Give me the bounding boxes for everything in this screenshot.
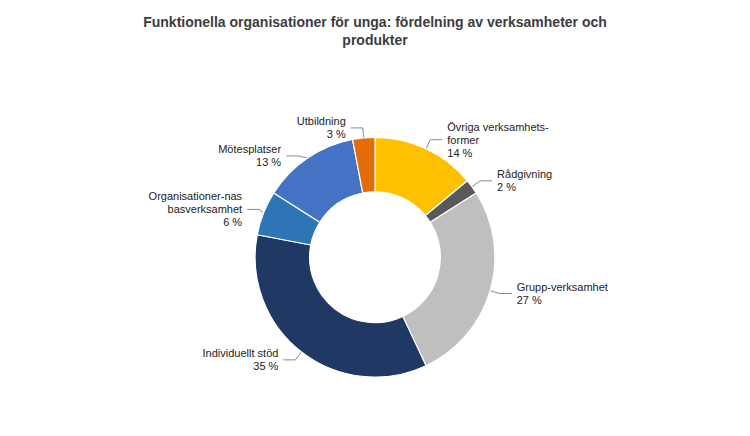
- svg-text:35 %: 35 %: [253, 360, 278, 372]
- svg-text:basverksamhet: basverksamhet: [168, 203, 243, 215]
- svg-text:Övriga verksamhets-: Övriga verksamhets-: [447, 121, 549, 133]
- svg-text:former: former: [447, 134, 479, 146]
- svg-text:3 %: 3 %: [327, 128, 346, 140]
- svg-text:Organisationer-nas: Organisationer-nas: [149, 190, 243, 202]
- svg-text:6 %: 6 %: [223, 216, 242, 228]
- svg-text:Grupp-verksamhet: Grupp-verksamhet: [517, 281, 608, 293]
- svg-text:produkter: produkter: [342, 32, 408, 48]
- svg-text:Mötesplatser: Mötesplatser: [218, 143, 281, 155]
- svg-text:Utbildning: Utbildning: [297, 115, 346, 127]
- svg-text:Rådgivning: Rådgivning: [497, 168, 552, 180]
- svg-text:Funktionella organisationer fö: Funktionella organisationer för unga: fö…: [143, 14, 607, 30]
- svg-text:14 %: 14 %: [447, 147, 472, 159]
- svg-text:13 %: 13 %: [256, 156, 281, 168]
- svg-text:27 %: 27 %: [517, 294, 542, 306]
- svg-text:Individuellt stöd: Individuellt stöd: [203, 347, 279, 359]
- svg-text:2 %: 2 %: [497, 181, 516, 193]
